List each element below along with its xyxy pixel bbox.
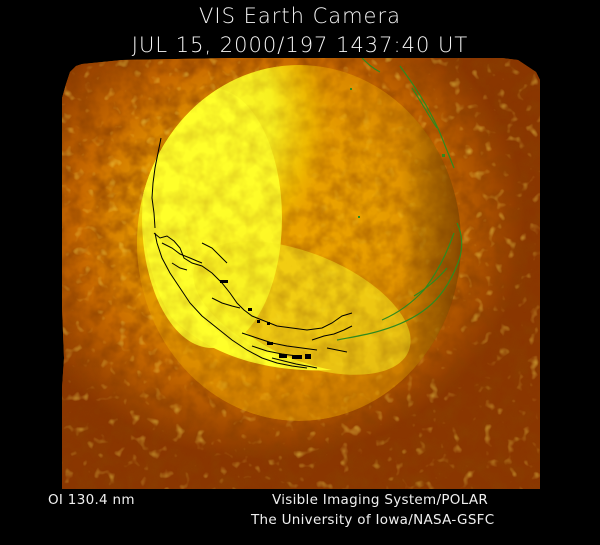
institution-label: The University of Iowa/NASA-GSFC: [251, 512, 495, 528]
wavelength-label: OI 130.4 nm: [48, 492, 135, 508]
image-title: VIS Earth Camera: [199, 4, 401, 28]
image-timestamp: JUL 15, 2000/197 1437:40 UT: [131, 33, 469, 57]
aurora-image: [62, 58, 540, 489]
instrument-label: Visible Imaging System/POLAR: [272, 492, 489, 508]
